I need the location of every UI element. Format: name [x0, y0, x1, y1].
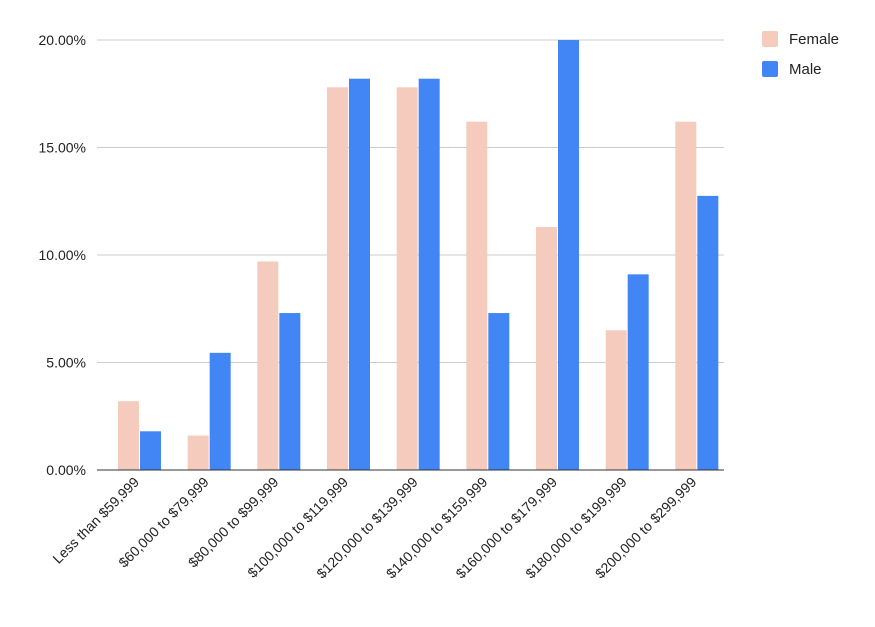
bar-male	[279, 313, 301, 470]
bar-male	[349, 78, 370, 470]
bars	[118, 40, 719, 471]
bar-male	[140, 431, 161, 470]
y-tick-label: 5.00%	[46, 355, 86, 371]
bar-male	[488, 313, 510, 470]
legend-swatch-female	[762, 31, 778, 47]
legend-label-male: Male	[789, 61, 822, 78]
y-tick-label: 20.00%	[39, 32, 86, 48]
x-axis-tick-labels: Less than $59,999$60,000 to $79,999$80,0…	[49, 474, 699, 582]
bar-male	[697, 195, 719, 471]
bar-male	[418, 78, 440, 470]
legend-label-female: Female	[789, 31, 839, 48]
bar-male	[627, 274, 649, 470]
bar-female	[605, 330, 627, 470]
bar-female	[466, 121, 488, 470]
bar-male	[558, 40, 579, 470]
bar-female	[327, 87, 348, 471]
bar-female	[536, 227, 557, 470]
y-tick-label: 0.00%	[46, 462, 86, 478]
bar-female	[396, 87, 418, 471]
legend-swatch-male	[762, 61, 778, 77]
y-tick-label: 15.00%	[39, 140, 86, 156]
legend: Female Male	[762, 31, 839, 78]
bar-female	[187, 435, 209, 470]
y-tick-label: 10.00%	[39, 247, 86, 263]
bar-male	[209, 352, 231, 470]
bar-female	[257, 261, 279, 470]
bar-female	[118, 401, 139, 470]
y-axis-tick-labels: 0.00% 5.00% 10.00% 15.00% 20.00%	[39, 32, 86, 478]
bar-female	[675, 121, 697, 470]
